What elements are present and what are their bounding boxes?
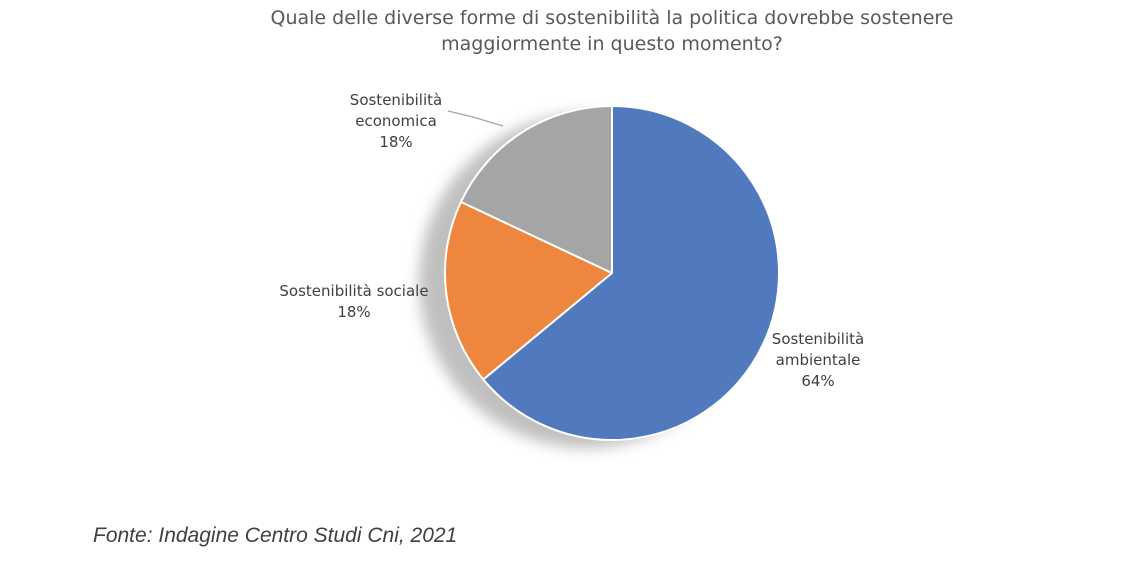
slice-value-label: 18% <box>337 303 370 321</box>
pie-slice <box>459 105 613 274</box>
chart-title: Quale delle diverse forme di sostenibili… <box>270 7 953 55</box>
slice-data-label: Sostenibilità sociale 18% <box>279 282 428 321</box>
slice-value-label: 64% <box>801 372 834 390</box>
chart-title-line: Quale delle diverse forme di sostenibili… <box>270 7 953 29</box>
source-note: Fonte: Indagine Centro Studi Cni, 2021 <box>93 524 458 547</box>
pie-slice <box>482 105 780 441</box>
pie-slices <box>443 105 780 441</box>
pie-slice <box>443 200 613 381</box>
slice-category-label: Sostenibilità <box>772 330 864 348</box>
chart-title-line: maggiormente in questo momento? <box>441 33 783 55</box>
slice-category-label: Sostenibilità sociale <box>279 282 428 300</box>
leader-line <box>447 110 504 127</box>
slice-category-label: economica <box>355 112 437 130</box>
slice-data-label: Sostenibilità economica 18% <box>350 91 442 151</box>
slice-category-label: Sostenibilità <box>350 91 442 109</box>
slice-data-label: Sostenibilità ambientale 64% <box>772 330 864 390</box>
slice-category-label: ambientale <box>776 351 861 369</box>
leader-lines <box>447 110 504 127</box>
slice-value-label: 18% <box>379 133 412 151</box>
data-labels: Sostenibilità ambientale 64% Sostenibilità … <box>279 91 864 390</box>
